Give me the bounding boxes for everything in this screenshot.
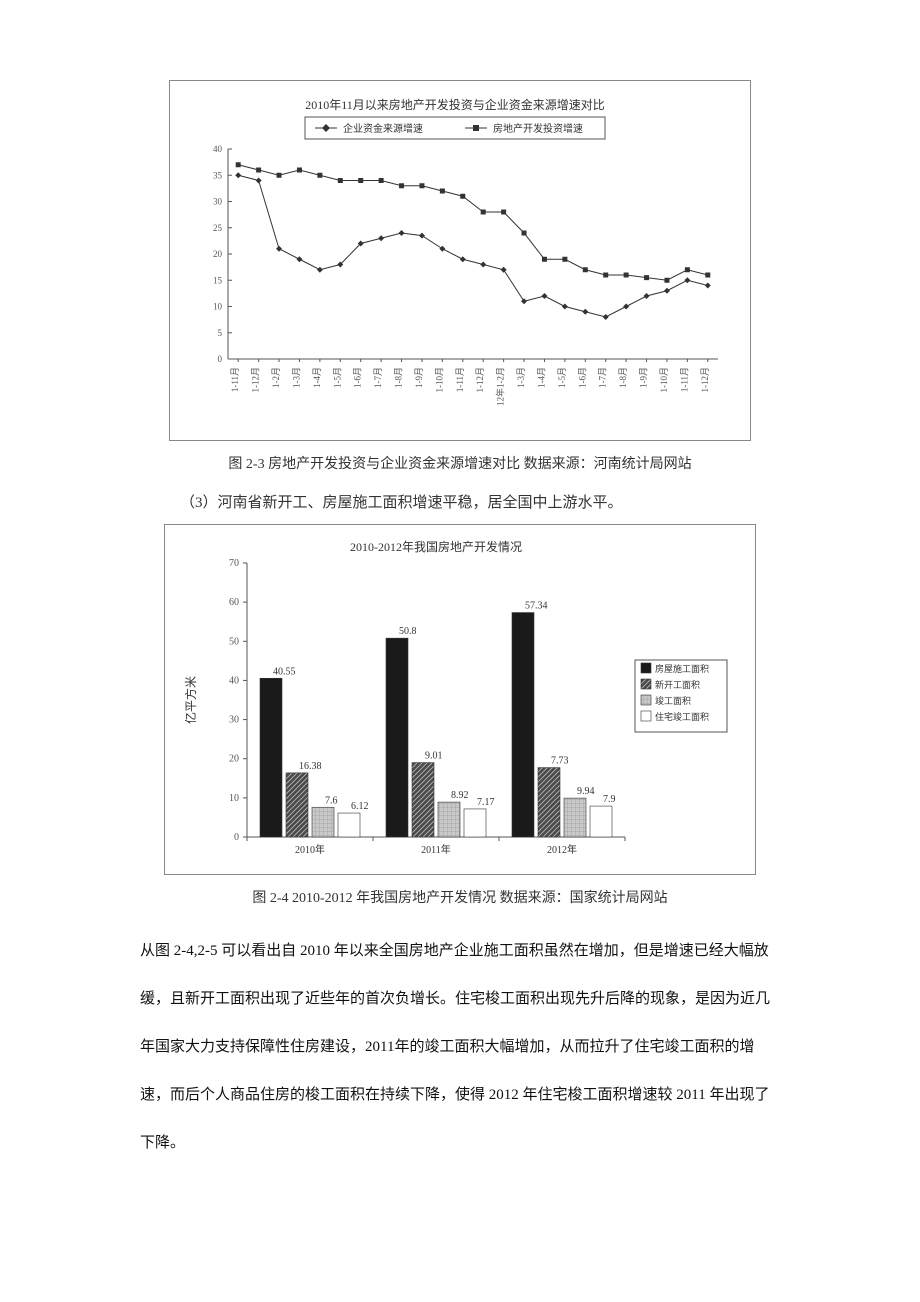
svg-text:1-9月: 1-9月 xyxy=(639,367,649,388)
chart-1-container: 2010年11月以来房地产开发投资与企业资金来源增速对比企业资金来源增速 房地产开… xyxy=(169,80,751,441)
subheading-3: （3）河南省新开工、房屋施工面积增速平稳，居全国中上游水平。 xyxy=(180,491,780,512)
svg-text:1-11月: 1-11月 xyxy=(455,367,465,392)
svg-text:7.9: 7.9 xyxy=(603,794,616,805)
svg-text:70: 70 xyxy=(229,558,239,569)
svg-text:0: 0 xyxy=(218,354,223,364)
svg-text:1-7月: 1-7月 xyxy=(373,367,383,388)
svg-text:1-9月: 1-9月 xyxy=(414,367,424,388)
svg-text:2012年: 2012年 xyxy=(547,843,577,856)
svg-text:0: 0 xyxy=(234,832,239,843)
svg-text:2011年: 2011年 xyxy=(421,843,451,856)
svg-text:20: 20 xyxy=(229,754,239,765)
svg-text:2010-2012年我国房地产开发情况: 2010-2012年我国房地产开发情况 xyxy=(350,539,522,554)
svg-text:1-3月: 1-3月 xyxy=(516,367,526,388)
svg-text:1-4月: 1-4月 xyxy=(536,367,546,388)
svg-text:16.38: 16.38 xyxy=(299,761,322,772)
svg-text:1-10月: 1-10月 xyxy=(659,367,669,393)
svg-text:7.17: 7.17 xyxy=(477,797,495,808)
svg-text:1-5月: 1-5月 xyxy=(332,367,342,388)
svg-text:1-11月: 1-11月 xyxy=(230,367,240,392)
svg-text:1-3月: 1-3月 xyxy=(291,367,301,388)
svg-text:1-8月: 1-8月 xyxy=(618,367,628,388)
svg-text:60: 60 xyxy=(229,597,239,608)
svg-text:6.12: 6.12 xyxy=(351,801,369,812)
svg-text:50.8: 50.8 xyxy=(399,626,417,637)
svg-text:1-6月: 1-6月 xyxy=(577,367,587,388)
svg-text:15: 15 xyxy=(213,275,223,285)
svg-text:25: 25 xyxy=(213,223,223,233)
line-chart: 2010年11月以来房地产开发投资与企业资金来源增速对比企业资金来源增速 房地产开… xyxy=(180,91,730,431)
svg-text:房屋施工面积: 房屋施工面积 xyxy=(655,663,709,674)
svg-text:1-5月: 1-5月 xyxy=(557,367,567,388)
svg-text:10: 10 xyxy=(213,302,223,312)
figure-2-3-caption: 图 2-3 房地产开发投资与企业资金来源增速对比 数据来源：河南统计局网站 xyxy=(140,453,780,473)
svg-text:10: 10 xyxy=(229,793,239,804)
svg-text:1-7月: 1-7月 xyxy=(598,367,608,388)
chart-2-container: 2010-2012年我国房地产开发情况 0 10 20 30 40 50 60 70 亿平方米 40… xyxy=(164,524,756,875)
bar-chart: 2010-2012年我国房地产开发情况 0 10 20 30 40 50 60 70 亿平方米 40… xyxy=(175,535,735,865)
svg-text:9.01: 9.01 xyxy=(425,751,443,762)
svg-text:1-6月: 1-6月 xyxy=(353,367,363,388)
svg-text:竣工面积: 竣工面积 xyxy=(655,695,691,706)
body-paragraph: 从图 2-4,2-5 可以看出自 2010 年以来全国房地产企业施工面积虽然在增… xyxy=(140,927,780,1167)
svg-text:2010年11月以来房地产开发投资与企业资金来源增速对比: 2010年11月以来房地产开发投资与企业资金来源增速对比 xyxy=(305,97,605,112)
svg-text:35: 35 xyxy=(213,170,223,180)
svg-text:12年1-2月: 12年1-2月 xyxy=(495,367,506,406)
figure-2-4-caption: 图 2-4 2010-2012 年我国房地产开发情况 数据来源：国家统计局网站 xyxy=(140,887,780,907)
svg-text:企业资金来源增速: 企业资金来源增速 xyxy=(343,122,423,135)
svg-text:住宅竣工面积: 住宅竣工面积 xyxy=(655,711,709,722)
svg-text:1-12月: 1-12月 xyxy=(700,367,710,393)
svg-text:57.34: 57.34 xyxy=(525,601,548,612)
svg-text:1-10月: 1-10月 xyxy=(434,367,444,393)
svg-text:2010年: 2010年 xyxy=(295,843,325,856)
svg-text:20: 20 xyxy=(213,249,223,259)
svg-text:1-8月: 1-8月 xyxy=(394,367,404,388)
svg-text:40.55: 40.55 xyxy=(273,666,296,677)
svg-text:1-12月: 1-12月 xyxy=(251,367,261,393)
svg-text:8.92: 8.92 xyxy=(451,790,469,801)
svg-text:房地产开发投资增速: 房地产开发投资增速 xyxy=(493,122,583,135)
svg-text:7.6: 7.6 xyxy=(325,795,338,806)
svg-text:1-4月: 1-4月 xyxy=(312,367,322,388)
svg-text:30: 30 xyxy=(229,715,239,726)
svg-text:1-11月: 1-11月 xyxy=(679,367,689,392)
svg-text:50: 50 xyxy=(229,636,239,647)
svg-text:30: 30 xyxy=(213,197,223,207)
svg-text:40: 40 xyxy=(213,144,223,154)
svg-text:1-12月: 1-12月 xyxy=(475,367,485,393)
svg-text:5: 5 xyxy=(218,328,223,338)
svg-text:7.73: 7.73 xyxy=(551,756,569,767)
svg-text:40: 40 xyxy=(229,675,239,686)
svg-text:9.94: 9.94 xyxy=(577,786,595,797)
svg-text:1-2月: 1-2月 xyxy=(271,367,281,388)
svg-text:亿平方米: 亿平方米 xyxy=(183,676,198,724)
svg-text:新开工面积: 新开工面积 xyxy=(655,679,700,690)
